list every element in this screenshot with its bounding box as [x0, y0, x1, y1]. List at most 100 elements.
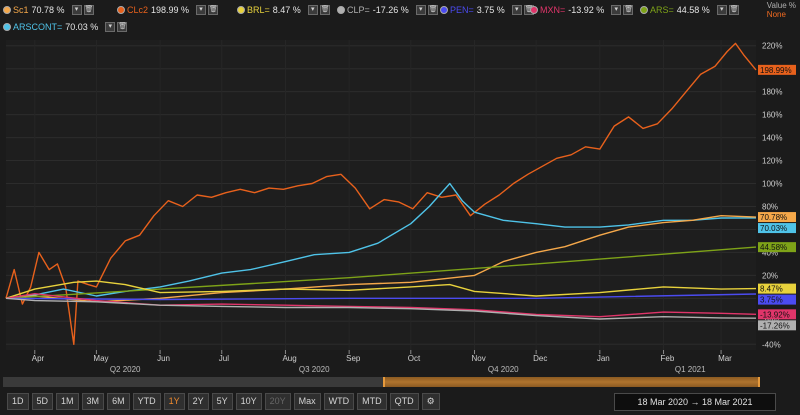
range-button-5y[interactable]: 5Y — [211, 393, 233, 410]
trash-icon[interactable]: 🗑 — [83, 5, 94, 15]
range-button-6m[interactable]: 6M — [107, 393, 130, 410]
date-arrow: → — [690, 397, 700, 407]
legend-series-value: 70.78 % — [31, 5, 65, 15]
x-tick-label: Sep — [346, 354, 361, 363]
value-mode-value[interactable]: None — [766, 10, 786, 19]
value-mode-indicator[interactable]: Value % None — [767, 1, 796, 19]
trash-icon[interactable]: 🗑 — [208, 5, 219, 15]
series-dropdown-icon[interactable]: ▾ — [307, 5, 318, 15]
chart-legend: Sc1 70.78 % ▾ 🗑 CLc2 198.99 % ▾ 🗑 BRL= 8.47 % ▾ 🗑 CL… — [0, 0, 760, 40]
time-navigator-selection[interactable] — [383, 377, 760, 387]
x-tick-label: Nov — [471, 354, 485, 363]
x-tick-label: Jul — [219, 354, 229, 363]
x-quarter-label: Q1 2021 — [675, 365, 706, 374]
x-tick-label: Mar — [718, 354, 732, 363]
time-navigator[interactable] — [3, 377, 760, 387]
x-tick-label: Jun — [157, 354, 170, 363]
trash-icon[interactable]: 🗑 — [728, 5, 739, 15]
legend-series-value: 8.47 % — [272, 5, 301, 15]
x-quarter-label: Q3 2020 — [299, 365, 330, 374]
y-tick-label: 160% — [762, 111, 782, 120]
range-button-1d[interactable]: 1D — [7, 393, 29, 410]
series-end-label-bg — [758, 242, 796, 253]
legend-series-value: 198.99 % — [151, 5, 190, 15]
legend-series-name: CLc2 — [127, 5, 149, 15]
legend-item-arscont[interactable]: ARSCONT= 70.03 % ▾ 🗑 — [3, 20, 128, 34]
series-color-icon — [237, 6, 245, 14]
range-button-max[interactable]: Max — [293, 393, 321, 410]
x-quarter-label: Q4 2020 — [488, 365, 519, 374]
series-end-label-bg — [758, 320, 796, 331]
legend-item-clc2[interactable]: CLc2 198.99 % ▾ 🗑 — [117, 3, 219, 17]
legend-series-name: CLP= — [347, 5, 370, 15]
series-end-label: -17.26% — [760, 321, 790, 330]
value-mode-label: Value % — [766, 1, 796, 10]
legend-series-name: Sc1 — [13, 5, 29, 15]
legend-item-sc1[interactable]: Sc1 70.78 % ▾ 🗑 — [3, 3, 94, 17]
date-range-display[interactable]: 18 Mar 2020 → 18 Mar 2021 — [614, 393, 776, 411]
legend-series-value: 3.75 % — [476, 5, 505, 15]
y-tick-label: 120% — [762, 157, 782, 166]
range-button-10y[interactable]: 10Y — [235, 393, 262, 410]
series-end-label-bg — [758, 309, 796, 320]
range-button-5d[interactable]: 5D — [31, 393, 54, 410]
y-tick-label: 40% — [762, 248, 778, 257]
trash-icon[interactable]: 🗑 — [319, 5, 330, 15]
range-button-ytd[interactable]: YTD — [132, 393, 161, 410]
series-dropdown-icon[interactable]: ▾ — [415, 5, 426, 15]
series-dropdown-icon[interactable]: ▾ — [71, 5, 82, 15]
y-tick-label: 100% — [762, 180, 782, 189]
x-tick-label: Feb — [661, 354, 675, 363]
range-button-wtd[interactable]: WTD — [323, 393, 355, 410]
x-tick-label: Jan — [597, 354, 610, 363]
legend-series-value: 70.03 % — [65, 22, 99, 32]
series-end-label: 8.47% — [760, 285, 783, 294]
range-button-mtd[interactable]: MTD — [357, 393, 387, 410]
legend-series-name: ARS= — [650, 5, 674, 15]
range-button-20y[interactable]: 20Y — [264, 393, 291, 410]
series-end-label-bg — [758, 64, 796, 75]
x-quarter-label: Q2 2020 — [110, 365, 141, 374]
legend-series-value: -17.26 % — [372, 5, 409, 15]
trash-icon[interactable]: 🗑 — [117, 22, 128, 32]
range-button-1y[interactable]: 1Y — [163, 393, 185, 410]
date-from: 18 Mar 2020 — [637, 397, 688, 407]
series-color-icon — [117, 6, 125, 14]
series-dropdown-icon[interactable]: ▾ — [611, 5, 622, 15]
y-tick-label: -40% — [762, 340, 781, 349]
line-chart[interactable]: -40%-20%0%20%40%60%80%100%120%140%160%18… — [0, 0, 800, 378]
legend-item-brl[interactable]: BRL= 8.47 % ▾ 🗑 — [237, 3, 330, 17]
range-button-1m[interactable]: 1M — [56, 393, 79, 410]
x-tick-label: May — [93, 354, 108, 363]
series-line-clp — [5, 297, 757, 320]
y-tick-label: 80% — [762, 202, 778, 211]
legend-series-name: MXN= — [540, 5, 566, 15]
legend-series-name: PEN= — [450, 5, 474, 15]
settings-gear-icon[interactable]: ⚙ — [421, 393, 440, 410]
legend-item-mxn[interactable]: MXN= -13.92 % ▾ 🗑 — [530, 3, 634, 17]
trash-icon[interactable]: 🗑 — [427, 5, 438, 15]
series-end-label: 44.58% — [760, 243, 787, 252]
series-line-mxn — [5, 293, 757, 318]
range-button-3m[interactable]: 3M — [81, 393, 105, 410]
legend-series-name: ARSCONT= — [13, 22, 63, 32]
series-color-icon — [640, 6, 648, 14]
range-button-bar: 1D 5D 1M 3M 6M YTD 1Y 2Y 5Y 10Y 20Y Max WTD MTD QTD ⚙ — [7, 393, 443, 410]
series-dropdown-icon[interactable]: ▾ — [105, 22, 116, 32]
series-line-pen — [5, 293, 757, 301]
series-end-label: 3.75% — [760, 296, 783, 305]
series-color-icon — [440, 6, 448, 14]
legend-series-name: BRL= — [247, 5, 270, 15]
series-end-label-bg — [758, 294, 796, 305]
range-button-2y[interactable]: 2Y — [187, 393, 209, 410]
range-button-qtd[interactable]: QTD — [389, 393, 419, 410]
legend-item-ars[interactable]: ARS= 44.58 % ▾ 🗑 — [640, 3, 739, 17]
series-dropdown-icon[interactable]: ▾ — [511, 5, 522, 15]
legend-item-clp[interactable]: CLP= -17.26 % ▾ 🗑 — [337, 3, 438, 17]
trash-icon[interactable]: 🗑 — [623, 5, 634, 15]
legend-series-value: -13.92 % — [568, 5, 605, 15]
x-tick-label: Oct — [408, 354, 421, 363]
series-dropdown-icon[interactable]: ▾ — [716, 5, 727, 15]
series-end-label: 198.99% — [760, 66, 792, 75]
series-dropdown-icon[interactable]: ▾ — [196, 5, 207, 15]
